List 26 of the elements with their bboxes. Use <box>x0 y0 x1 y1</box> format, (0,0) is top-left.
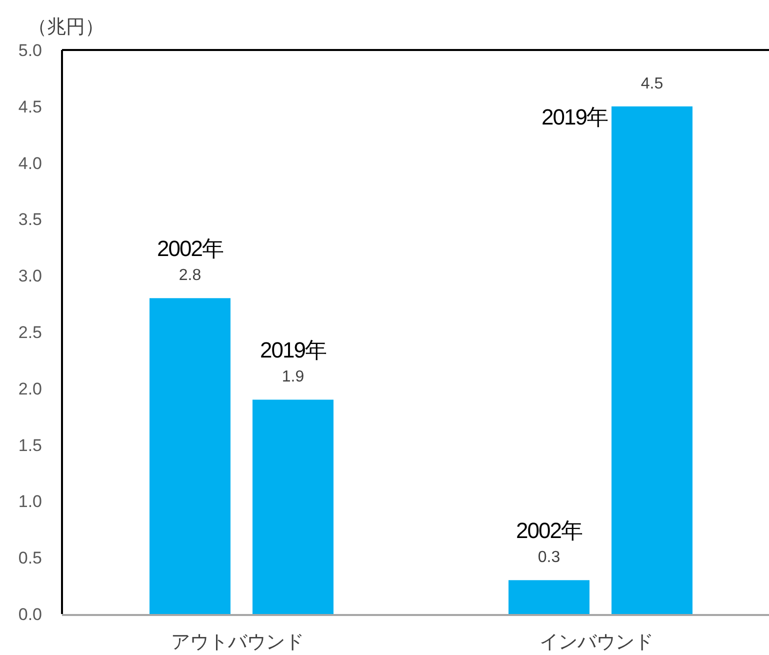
series-label: 2002年 <box>157 236 224 262</box>
x-tick-label: インバウンド <box>540 632 654 653</box>
data-label: 0.3 <box>538 549 560 566</box>
text: 2019年 <box>260 338 326 363</box>
data-label: 1.9 <box>282 368 304 386</box>
bar <box>508 580 590 614</box>
data-label: 4.5 <box>640 75 664 92</box>
bar <box>612 106 692 614</box>
bar <box>252 400 334 614</box>
data-label: 2.8 <box>178 267 202 284</box>
text: 2002年 <box>516 518 582 544</box>
y-tick-label: 1.5 <box>18 436 42 455</box>
y-tick-label: 3.0 <box>18 266 42 286</box>
bar <box>150 298 230 614</box>
y-tick-label: 2.0 <box>18 379 42 398</box>
y-tick-label: 0.5 <box>18 548 42 568</box>
series-label: 2019年 <box>542 104 608 130</box>
y-tick-label: 4.0 <box>18 154 42 173</box>
y-tick-label: 4.5 <box>18 97 42 116</box>
y-tick-label: 5.0 <box>18 41 42 60</box>
y-tick-label: 1.0 <box>18 492 42 512</box>
y-tick-label: 3.5 <box>18 210 42 230</box>
y-tick-label: 2.5 <box>18 323 42 342</box>
y-axis-title: （兆円） <box>28 17 104 38</box>
y-tick-label: 0.0 <box>18 605 42 624</box>
x-tick-label: アウトバウンド <box>171 632 304 653</box>
